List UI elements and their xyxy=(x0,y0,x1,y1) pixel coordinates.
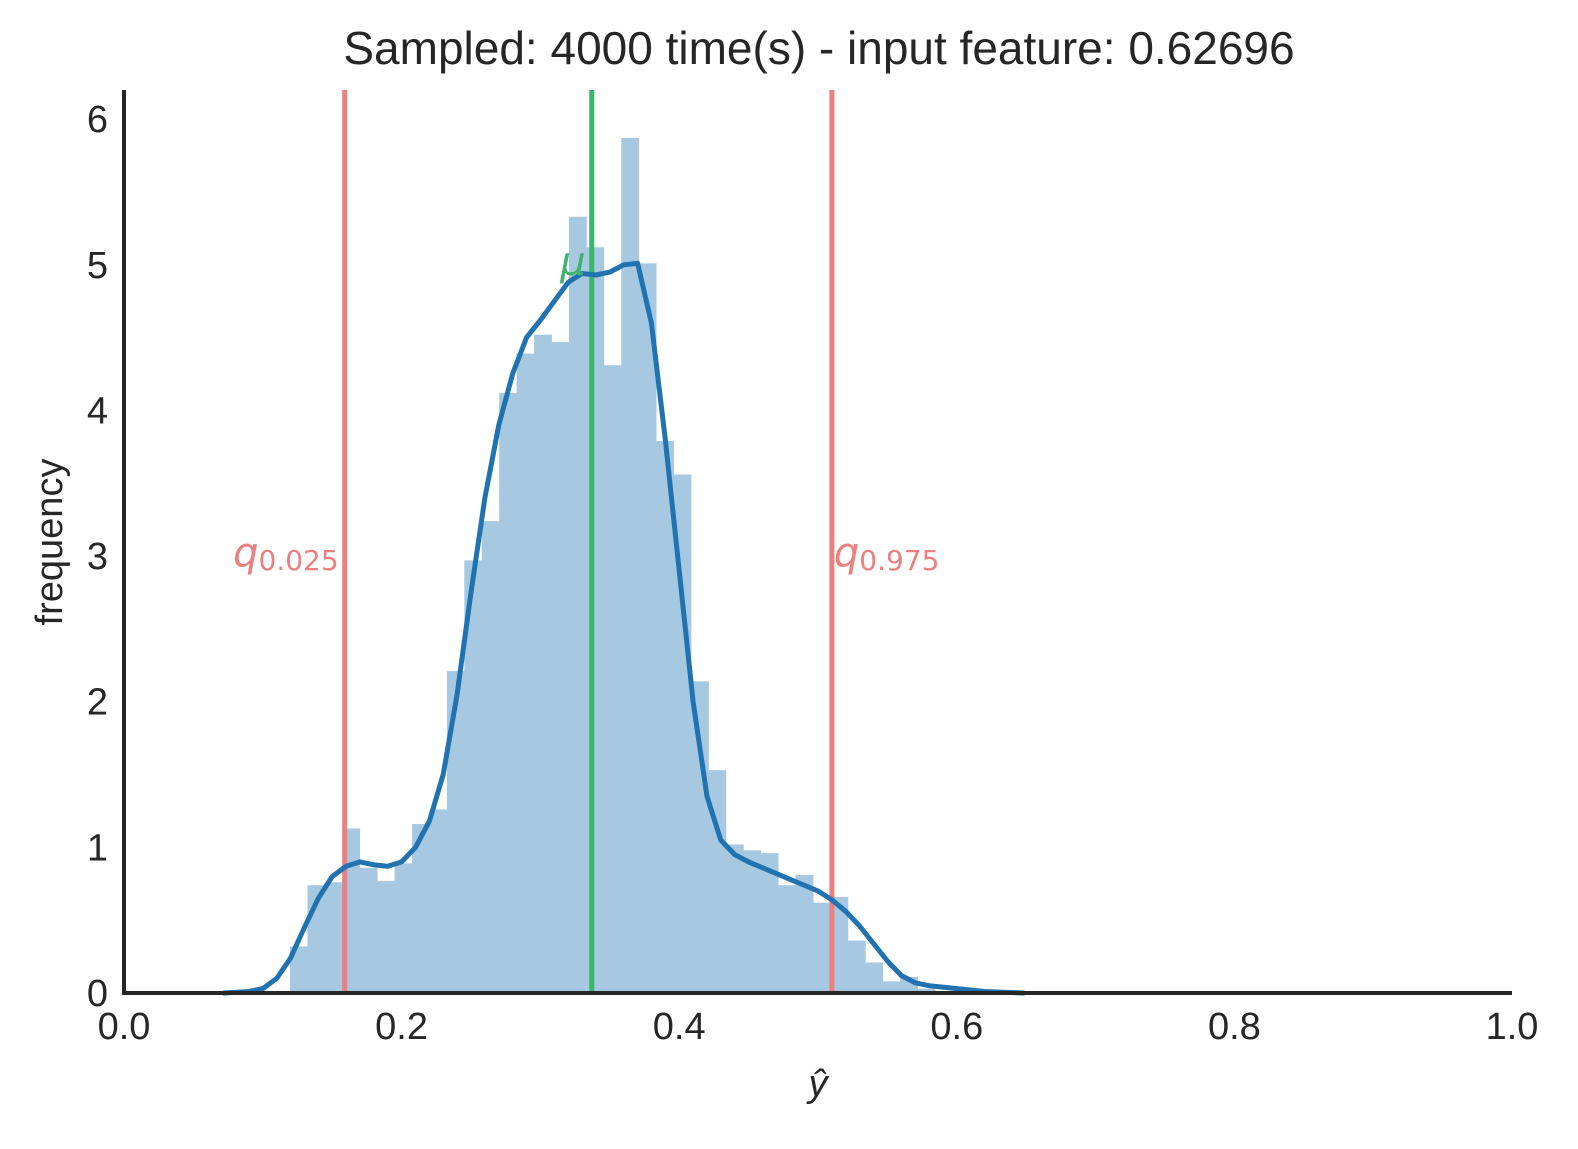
histogram-bar xyxy=(760,853,779,993)
reference-line-label: q0.025 xyxy=(233,530,339,577)
histogram-bar xyxy=(673,474,692,993)
histogram-bar xyxy=(290,946,308,993)
x-tick-label: 0.0 xyxy=(98,1006,151,1048)
x-tick-label: 0.6 xyxy=(930,1006,983,1048)
histogram-bar xyxy=(516,353,535,993)
histogram-bar xyxy=(324,882,343,993)
kde-curve xyxy=(221,260,1026,996)
histogram-bar xyxy=(656,441,674,993)
reference-line-labels: q0.025 μ q0.975 xyxy=(233,239,939,577)
x-tick-label: 0.2 xyxy=(375,1006,428,1048)
histogram-bar xyxy=(795,875,814,993)
x-axis-label: ŷ xyxy=(806,1063,830,1105)
histogram-bar xyxy=(743,850,762,993)
histogram-bar xyxy=(551,341,570,993)
histogram-bar xyxy=(603,365,622,993)
histogram-bar xyxy=(481,521,500,993)
histogram-bar xyxy=(725,844,744,993)
histogram-bar xyxy=(568,216,587,993)
y-tick-label: 2 xyxy=(87,682,108,724)
x-tick-label: 0.4 xyxy=(653,1006,706,1048)
reference-line-label: μ xyxy=(559,239,585,285)
histogram-bar xyxy=(534,334,552,994)
y-tick-label: 1 xyxy=(87,827,108,869)
y-tick-label: 4 xyxy=(87,390,108,432)
histogram-bar xyxy=(690,681,709,993)
histogram-bar xyxy=(446,671,465,993)
y-tick-label: 6 xyxy=(87,99,108,141)
x-tick-label: 0.8 xyxy=(1208,1006,1261,1048)
histogram-bar xyxy=(847,940,866,993)
histogram-bar xyxy=(359,867,378,993)
y-tick-label: 5 xyxy=(87,245,108,287)
histogram-bar xyxy=(429,809,448,993)
y-tick-label: 0 xyxy=(87,973,108,1015)
reference-line-label: q0.975 xyxy=(834,530,940,577)
histogram-bar xyxy=(621,138,640,994)
histogram-bar xyxy=(813,902,831,993)
histogram-bar xyxy=(499,392,518,994)
reference-lines xyxy=(342,90,835,993)
histogram-bar xyxy=(865,962,884,993)
x-tick-label: 1.0 xyxy=(1486,1006,1539,1048)
histogram-bar xyxy=(882,981,901,993)
y-tick-labels: 0 1 2 3 4 5 6 xyxy=(87,99,108,1015)
y-axis-label: frequency xyxy=(29,459,71,626)
x-tick-labels: 0.0 0.2 0.4 0.6 0.8 1.0 xyxy=(98,1006,1539,1048)
histogram-bar xyxy=(830,896,849,993)
histogram-bar xyxy=(412,824,430,993)
y-tick-label: 3 xyxy=(87,536,108,578)
histogram-bar xyxy=(377,880,396,993)
histogram-bar xyxy=(586,247,605,994)
histogram-bar xyxy=(464,560,483,993)
histogram-bar xyxy=(394,863,413,993)
histogram-bar xyxy=(638,263,657,993)
histogram-bar xyxy=(778,885,796,993)
chart-title: Sampled: 4000 time(s) - input feature: 0… xyxy=(343,22,1294,74)
histogram-bar xyxy=(708,770,727,993)
histogram-bar xyxy=(917,988,936,993)
